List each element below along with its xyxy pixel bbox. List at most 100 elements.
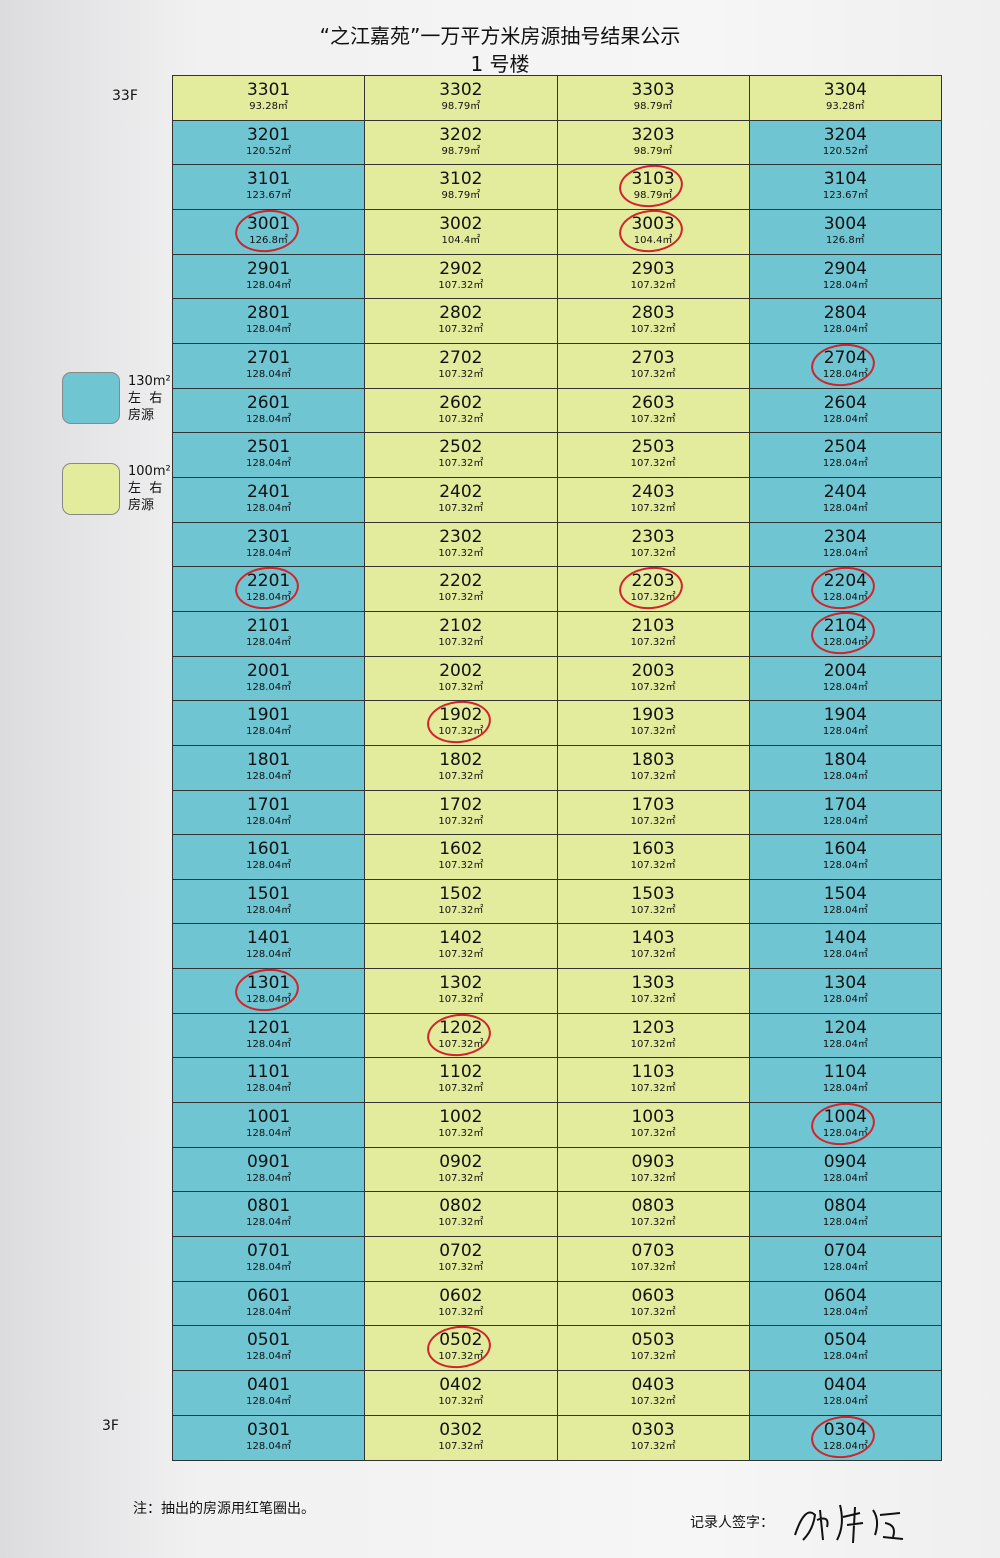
unit-area: 128.04㎡ bbox=[822, 1038, 868, 1050]
unit-area: 128.04㎡ bbox=[822, 681, 868, 693]
unit-cell: 1803 107.32㎡ bbox=[557, 745, 750, 790]
unit-area: 128.04㎡ bbox=[246, 279, 292, 291]
unit-cell: 3202 98.79㎡ bbox=[365, 120, 558, 165]
unit-area: 107.32㎡ bbox=[630, 1083, 676, 1095]
legend-swatch-blue bbox=[62, 372, 120, 424]
unit-area: 107.32㎡ bbox=[630, 994, 676, 1006]
unit-number: 2001 bbox=[246, 660, 291, 681]
floor-row: 0501 128.04㎡ 0502 107.32㎡ 0503 107.32㎡ 0504 128… bbox=[173, 1322, 941, 1372]
unit-number: 0603 bbox=[631, 1285, 675, 1306]
unit-number: 2004 bbox=[823, 660, 867, 681]
unit-number: 2103 bbox=[631, 615, 675, 636]
unit-number: 1104 bbox=[823, 1062, 867, 1083]
unit-cell: 2103 107.32㎡ bbox=[557, 611, 750, 656]
unit-area: 107.32㎡ bbox=[630, 1351, 676, 1363]
unit-cell: 1702 107.32㎡ bbox=[365, 790, 558, 835]
unit-area: 107.32㎡ bbox=[438, 458, 484, 470]
floor-row: 2301 128.04㎡ 2302 107.32㎡ 2303 107.32㎡ 2304 128… bbox=[173, 522, 941, 568]
unit-cell: 2804 128.04㎡ bbox=[749, 299, 941, 343]
unit-area: 107.32㎡ bbox=[438, 592, 484, 604]
unit-number: 1403 bbox=[631, 928, 675, 949]
unit-area: 128.04㎡ bbox=[246, 413, 292, 425]
unit-cell: 2203 107.32㎡ bbox=[557, 563, 750, 613]
unit-cell: 3001 126.8㎡ bbox=[173, 206, 366, 256]
unit-number: 1602 bbox=[439, 839, 483, 860]
unit-cell: 0604 128.04㎡ bbox=[749, 1281, 941, 1326]
unit-number: 1701 bbox=[246, 794, 291, 815]
unit-area: 107.32㎡ bbox=[438, 1172, 484, 1184]
floor-row: 3001 126.8㎡ 3002 104.4㎡ 3003 104.4㎡ 3004 126.8㎡ bbox=[173, 206, 941, 256]
unit-number: 1304 bbox=[823, 973, 867, 994]
unit-area: 107.32㎡ bbox=[630, 1038, 676, 1050]
unit-area: 128.04㎡ bbox=[822, 547, 868, 559]
unit-area: 128.04㎡ bbox=[246, 458, 292, 470]
unit-cell: 0503 107.32㎡ bbox=[557, 1326, 750, 1371]
unit-number: 1802 bbox=[439, 749, 483, 770]
floor-row: 1701 128.04㎡ 1702 107.32㎡ 1703 107.32㎡ 1704 128… bbox=[173, 790, 941, 836]
unit-area: 128.04㎡ bbox=[246, 681, 292, 693]
unit-cell: 0703 107.32㎡ bbox=[557, 1237, 750, 1281]
unit-cell: 0401 128.04㎡ bbox=[173, 1371, 366, 1415]
floor-row: 0701 128.04㎡ 0702 107.32㎡ 0703 107.32㎡ 0704 128… bbox=[173, 1237, 941, 1282]
unit-cell: 2204 128.04㎡ bbox=[749, 563, 941, 613]
unit-cell: 2903 107.32㎡ bbox=[557, 254, 750, 299]
unit-number: 2604 bbox=[823, 392, 867, 413]
unit-cell: 1904 128.04㎡ bbox=[749, 701, 941, 745]
unit-table: 3301 93.28㎡ 3302 98.79㎡ 3303 98.79㎡ 3304 93.28㎡… bbox=[172, 75, 942, 1462]
unit-cell: 1802 107.32㎡ bbox=[365, 745, 558, 790]
unit-area: 128.04㎡ bbox=[822, 726, 868, 738]
unit-area: 128.04㎡ bbox=[822, 413, 868, 425]
unit-area: 128.04㎡ bbox=[246, 726, 292, 738]
unit-number: 0601 bbox=[246, 1285, 291, 1306]
unit-area: 128.04㎡ bbox=[246, 1172, 292, 1184]
unit-area: 128.04㎡ bbox=[822, 1217, 868, 1229]
unit-cell: 2201 128.04㎡ bbox=[173, 563, 366, 613]
unit-area: 107.32㎡ bbox=[438, 994, 484, 1006]
unit-cell: 1003 107.32㎡ bbox=[557, 1103, 750, 1147]
unit-number: 1503 bbox=[631, 883, 675, 904]
unit-area: 107.32㎡ bbox=[630, 502, 676, 514]
unit-area: 107.32㎡ bbox=[438, 1262, 484, 1274]
unit-area: 107.32㎡ bbox=[630, 1396, 676, 1408]
floor-row: 0601 128.04㎡ 0602 107.32㎡ 0603 107.32㎡ 0604 128… bbox=[173, 1281, 941, 1327]
unit-number: 1402 bbox=[439, 928, 483, 949]
unit-area: 126.8㎡ bbox=[826, 234, 865, 246]
unit-cell: 2304 128.04㎡ bbox=[749, 522, 941, 567]
unit-area: 107.32㎡ bbox=[630, 681, 676, 693]
unit-number: 2003 bbox=[631, 660, 675, 681]
unit-number: 0702 bbox=[439, 1241, 483, 1262]
unit-cell: 1201 128.04㎡ bbox=[173, 1013, 366, 1058]
unit-cell: 0801 128.04㎡ bbox=[173, 1192, 366, 1237]
floor-row: 2201 128.04㎡ 2202 107.32㎡ 2203 107.32㎡ 2204 128… bbox=[173, 563, 941, 613]
unit-cell: 1202 107.32㎡ bbox=[365, 1010, 558, 1059]
unit-area: 107.32㎡ bbox=[438, 279, 484, 291]
unit-cell: 3101 123.67㎡ bbox=[173, 165, 366, 209]
unit-number: 1401 bbox=[246, 928, 291, 949]
unit-area: 107.32㎡ bbox=[630, 1172, 676, 1184]
unit-number: 1303 bbox=[631, 973, 675, 994]
unit-number: 0704 bbox=[823, 1241, 867, 1262]
unit-number: 2803 bbox=[631, 303, 675, 324]
unit-cell: 0804 128.04㎡ bbox=[749, 1192, 941, 1237]
signature-label: 记录人签字： bbox=[690, 1515, 774, 1531]
unit-cell: 1603 107.32㎡ bbox=[557, 835, 750, 879]
unit-area: 128.04㎡ bbox=[822, 904, 868, 916]
unit-area: 107.32㎡ bbox=[630, 413, 676, 425]
unit-cell: 3301 93.28㎡ bbox=[173, 76, 366, 120]
floor-row: 2501 128.04㎡ 2502 107.32㎡ 2503 107.32㎡ 2504 128… bbox=[173, 433, 941, 478]
unit-cell: 2602 107.32㎡ bbox=[365, 388, 558, 433]
unit-area: 128.04㎡ bbox=[246, 592, 292, 604]
unit-cell: 1002 107.32㎡ bbox=[365, 1103, 558, 1147]
unit-cell: 1303 107.32㎡ bbox=[557, 969, 750, 1013]
unit-number: 0402 bbox=[439, 1375, 483, 1396]
unit-area: 128.04㎡ bbox=[822, 592, 868, 604]
floor-row: 2101 128.04㎡ 2102 107.32㎡ 2103 107.32㎡ 2104 128… bbox=[173, 608, 941, 657]
unit-area: 107.32㎡ bbox=[438, 726, 484, 738]
unit-area: 128.04㎡ bbox=[246, 636, 292, 648]
unit-cell: 3201 120.52㎡ bbox=[173, 120, 366, 165]
unit-cell: 0603 107.32㎡ bbox=[557, 1281, 750, 1326]
unit-cell: 2003 107.32㎡ bbox=[557, 656, 750, 701]
floor-row: 2001 128.04㎡ 2002 107.32㎡ 2003 107.32㎡ 2004 128… bbox=[173, 656, 941, 702]
unit-number: 3301 bbox=[246, 80, 291, 100]
unit-number: 3302 bbox=[439, 80, 483, 100]
